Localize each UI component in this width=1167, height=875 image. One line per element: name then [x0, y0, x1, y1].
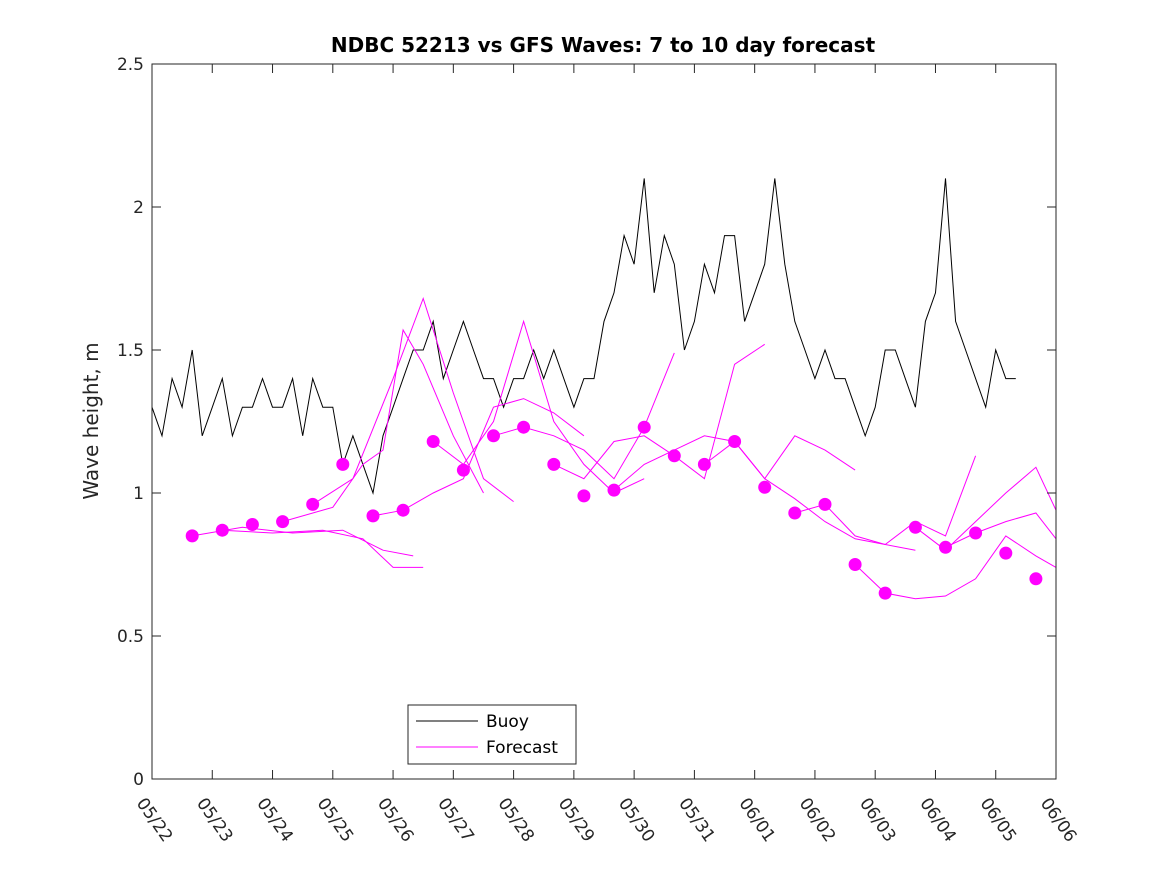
x-tick-label: 05/29	[554, 794, 598, 846]
x-tick-label: 05/26	[373, 794, 417, 846]
x-tick-label: 06/02	[795, 794, 839, 846]
legend-label-buoy: Buoy	[486, 712, 529, 732]
forecast-point	[336, 457, 350, 471]
y-axis-label: Wave height, m	[79, 342, 103, 499]
forecast-run-line-9	[553, 343, 765, 480]
y-tick-label: 0.5	[117, 627, 144, 647]
forecast-run-line-11	[704, 440, 916, 551]
forecast-point	[999, 546, 1013, 560]
x-tick-label: 06/03	[855, 794, 899, 846]
forecast-point	[456, 463, 470, 477]
x-tick-label: 05/25	[313, 794, 357, 846]
forecast-run-line-5	[312, 296, 514, 505]
forecast-run-line-12	[794, 455, 977, 546]
x-tick-label: 06/01	[735, 794, 779, 846]
x-tick-label: 05/28	[494, 794, 538, 846]
x-tick-label: 05/31	[674, 794, 718, 846]
x-tick-label: 05/22	[132, 794, 176, 846]
legend-box	[407, 704, 577, 765]
chart-title: NDBC 52213 vs GFS Waves: 7 to 10 day for…	[331, 33, 876, 57]
forecast-run-line-3	[222, 529, 424, 568]
forecast-run-line-15	[945, 512, 1057, 548]
x-tick-label: 06/04	[915, 794, 959, 846]
forecast-run-line-8	[493, 352, 675, 480]
plot-area	[151, 178, 1057, 600]
plot-frame	[151, 63, 1057, 780]
x-tick-label: 06/06	[1036, 794, 1080, 846]
axis-ticks: 0 0.5 1 1.5 2 2.5 05/22 05/23 05/24 05/25 05/26 05/…	[117, 55, 1080, 846]
forecast-point	[1029, 572, 1043, 586]
x-tick-label: 05/27	[433, 794, 477, 846]
x-tick-label: 05/30	[614, 794, 658, 846]
y-tick-label: 2.5	[117, 55, 144, 75]
forecast-run-line-14	[915, 466, 1057, 551]
legend-label-forecast: Forecast	[486, 738, 558, 758]
forecast-point	[758, 480, 772, 494]
x-tick-label: 05/24	[252, 794, 296, 846]
legend: Buoy Forecast	[407, 704, 577, 765]
forecast-run-line-7	[432, 319, 645, 494]
forecast-run-line-4	[282, 328, 484, 523]
y-tick-label: 2	[133, 198, 144, 218]
x-tick-label: 06/05	[976, 794, 1020, 846]
y-tick-label: 1	[133, 484, 144, 504]
forecast-point	[577, 489, 591, 503]
x-tick-label: 05/23	[192, 794, 236, 846]
forecast-run-line-2	[192, 526, 414, 557]
y-tick-label: 0	[133, 770, 144, 790]
y-tick-label: 1.5	[117, 341, 144, 361]
buoy-series-line	[151, 178, 1016, 495]
forecast-run-line-13	[854, 535, 1057, 600]
